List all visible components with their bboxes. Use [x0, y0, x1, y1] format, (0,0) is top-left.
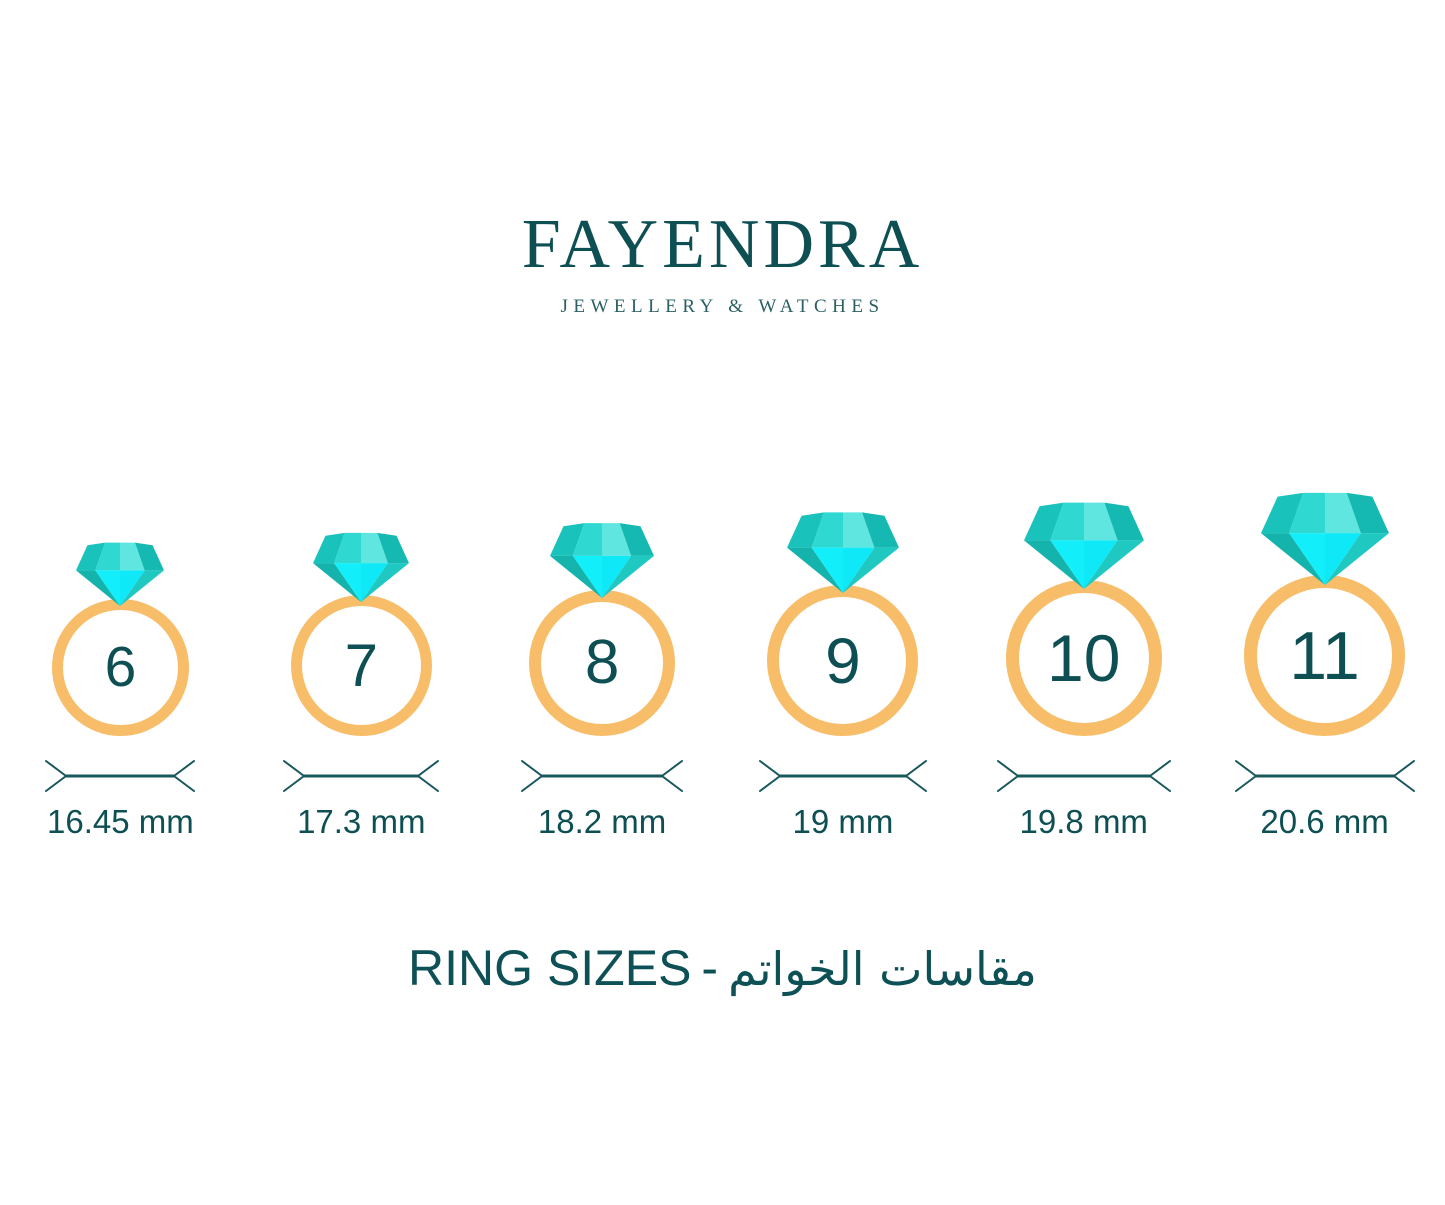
ring-illustration: 7: [290, 530, 432, 736]
ring-size-number: 8: [584, 628, 620, 697]
page-title: RING SIZES - مقاسات الخواتم: [0, 936, 1445, 1001]
dimension-arrow: [996, 760, 1171, 792]
ring-size-item[interactable]: 8 18.2 mm: [482, 520, 723, 840]
ring-band-wrap: 9: [767, 585, 919, 736]
ring-diameter-label: 17.3 mm: [297, 803, 426, 840]
ring-band: 9: [767, 585, 919, 736]
ring-illustration: 10: [1005, 499, 1162, 736]
brand-logo: FAYENDRA JEWELLERY & WATCHES: [0, 208, 1445, 318]
ring-band: 7: [290, 595, 432, 736]
ring-band-wrap: 6: [51, 599, 189, 736]
ring-dimension: 19 mm: [758, 758, 928, 840]
page-title-en: RING SIZES: [408, 940, 692, 996]
ring-size-item[interactable]: 7 17.3 mm: [241, 530, 482, 840]
dimension-arrow: [521, 760, 684, 792]
ring-band-wrap: 8: [529, 590, 676, 736]
ring-illustration: 11: [1244, 489, 1406, 736]
ring-size-item[interactable]: 11 20.6 mm: [1204, 489, 1445, 840]
page-title-ar: مقاسات الخواتم: [728, 942, 1037, 996]
ring-diameter-label: 19 mm: [792, 803, 894, 840]
brand-name: FAYENDRA: [521, 206, 924, 283]
ring-diameter-label: 19.8 mm: [1019, 803, 1148, 840]
diamond-gem-icon: [1023, 502, 1144, 589]
ring-diameter-label: 16.45 mm: [47, 803, 194, 840]
ring-dimension: 16.45 mm: [44, 758, 196, 840]
ring-size-number: 6: [104, 635, 137, 699]
ring-size-number: 10: [1047, 621, 1121, 695]
ring-size-number: 9: [825, 624, 861, 697]
ring-band: 6: [51, 599, 189, 736]
ring-band: 11: [1244, 575, 1406, 736]
ring-size-number: 7: [344, 631, 378, 699]
dimension-arrow: [45, 760, 196, 792]
dimension-arrow: [283, 760, 440, 792]
ring-size-row: 6 16.45 mm 7 17.3 mm 8 18.2 mm 9 19 mm 10 19.8 mm…: [0, 440, 1445, 840]
diamond-gem-icon: [550, 523, 655, 598]
page-title-separator: -: [701, 940, 719, 996]
ring-size-item[interactable]: 6 16.45 mm: [0, 540, 241, 840]
ring-size-item[interactable]: 10 19.8 mm: [963, 499, 1204, 840]
diamond-gem-icon: [1260, 492, 1389, 585]
ring-band-wrap: 11: [1244, 575, 1406, 736]
ring-illustration: 8: [529, 520, 676, 736]
ring-diameter-label: 18.2 mm: [537, 803, 667, 840]
ring-dimension: 20.6 mm: [1234, 758, 1416, 840]
ring-size-number: 11: [1289, 617, 1360, 694]
ring-size-item[interactable]: 9 19 mm: [723, 509, 964, 840]
ring-dimension: 19.8 mm: [996, 758, 1172, 840]
ring-diameter-label: 20.6 mm: [1260, 803, 1389, 840]
diamond-gem-icon: [786, 512, 899, 593]
ring-dimension: 17.3 mm: [282, 758, 440, 840]
ring-band-wrap: 7: [290, 595, 432, 736]
ring-band: 8: [529, 590, 676, 736]
ring-dimension: 18.2 mm: [520, 758, 684, 840]
ring-illustration: 9: [767, 509, 919, 736]
ring-illustration: 6: [51, 540, 189, 736]
ring-band: 10: [1005, 580, 1162, 736]
ring-band-wrap: 10: [1005, 580, 1162, 736]
dimension-arrow: [1234, 760, 1415, 792]
diamond-gem-icon: [76, 542, 165, 606]
diamond-gem-icon: [313, 532, 410, 602]
brand-tagline: JEWELLERY & WATCHES: [560, 296, 885, 317]
dimension-arrow: [758, 760, 927, 792]
